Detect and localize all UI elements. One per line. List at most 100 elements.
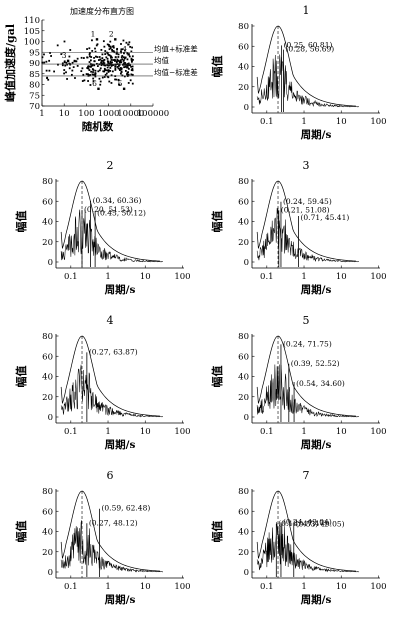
x-tick-label: 10 bbox=[140, 272, 151, 282]
scatter-point bbox=[63, 40, 66, 43]
scatter-point bbox=[101, 57, 104, 60]
scatter-point bbox=[69, 63, 72, 66]
scatter-point bbox=[118, 83, 121, 86]
scatter-point bbox=[99, 80, 102, 83]
y-tick-label: 40 bbox=[238, 373, 249, 383]
target-spectrum-curve bbox=[60, 335, 161, 417]
scatter-point bbox=[112, 59, 115, 61]
scatter-point bbox=[86, 67, 89, 69]
scatter-point bbox=[43, 53, 45, 56]
marked-point-label: 1 bbox=[91, 29, 96, 38]
y-tick-label: 100 bbox=[24, 38, 40, 48]
peak-annotation: (0.24, 49.04) bbox=[283, 517, 332, 526]
x-tick-label: 0.1 bbox=[260, 427, 274, 437]
scatter-point bbox=[92, 71, 94, 73]
scatter-point bbox=[100, 61, 102, 64]
scatter-point bbox=[121, 58, 124, 61]
scatter-point bbox=[91, 63, 94, 66]
scatter-point bbox=[114, 60, 116, 62]
scatter-point bbox=[45, 60, 48, 63]
y-axis-label: 幅值 bbox=[14, 211, 28, 233]
scatter-point bbox=[57, 63, 59, 66]
scatter-point bbox=[95, 44, 98, 47]
scatter-point bbox=[106, 51, 108, 54]
y-tick-label: 0 bbox=[48, 258, 53, 268]
marked-point-label: 3 bbox=[62, 51, 67, 60]
scatter-point bbox=[102, 59, 105, 62]
scatter-point bbox=[104, 53, 107, 55]
scatter-point bbox=[121, 74, 124, 77]
scatter-point bbox=[104, 73, 107, 76]
scatter-point bbox=[88, 69, 91, 71]
scatter-point bbox=[97, 70, 100, 73]
record-spectrum-line bbox=[256, 54, 360, 108]
scatter-point bbox=[63, 69, 66, 71]
peak-annotation: (0.39, 52.52) bbox=[291, 359, 340, 368]
y-tick-label: 40 bbox=[238, 528, 249, 538]
y-tick-label: 40 bbox=[238, 218, 249, 228]
scatter-point bbox=[87, 67, 90, 70]
y-tick-label: 80 bbox=[238, 332, 249, 342]
scatter-point bbox=[121, 48, 124, 51]
scatter-point bbox=[71, 61, 74, 64]
target-spectrum-curve bbox=[60, 490, 161, 572]
scatter-point bbox=[68, 67, 71, 70]
scatter-point bbox=[108, 54, 111, 57]
scatter-point bbox=[104, 64, 107, 67]
y-tick-label: 60 bbox=[238, 197, 249, 207]
scatter-point bbox=[107, 69, 110, 72]
scatter-point bbox=[112, 64, 114, 66]
scatter-point bbox=[130, 73, 133, 76]
scatter-point bbox=[93, 56, 95, 59]
scatter-point bbox=[120, 71, 123, 73]
scatter-point bbox=[105, 56, 108, 59]
scatter-point bbox=[131, 46, 133, 49]
x-tick-label: 100 bbox=[370, 582, 386, 592]
scatter-point bbox=[105, 72, 108, 75]
x-tick-label: 1 bbox=[301, 427, 306, 437]
scatter-point bbox=[94, 75, 97, 78]
y-tick-label: 20 bbox=[238, 83, 249, 93]
x-tick-label: 0.1 bbox=[260, 272, 274, 282]
scatter-point bbox=[108, 44, 110, 46]
scatter-point bbox=[60, 53, 63, 56]
scatter-point bbox=[120, 48, 123, 51]
scatter-point bbox=[87, 80, 89, 82]
y-tick-label: 60 bbox=[238, 42, 249, 52]
scatter-point bbox=[46, 76, 49, 79]
marked-point-label: 2 bbox=[109, 29, 114, 38]
scatter-point bbox=[112, 50, 115, 52]
x-tick-label: 100 bbox=[78, 109, 94, 119]
marked-point bbox=[126, 66, 129, 69]
record-spectrum-line bbox=[256, 364, 360, 418]
scatter-point bbox=[130, 58, 133, 61]
scatter-point bbox=[124, 70, 127, 72]
scatter-point bbox=[115, 52, 118, 55]
peak-annotation: (0.18, 47.47) bbox=[278, 519, 327, 528]
y-axis-label: 峰值加速度/gal bbox=[3, 24, 17, 102]
y-tick-label: 90 bbox=[29, 59, 40, 69]
scatter-point bbox=[115, 60, 118, 63]
y-tick-label: 80 bbox=[42, 177, 53, 187]
scatter-point bbox=[98, 77, 101, 80]
scatter-point bbox=[96, 56, 99, 58]
x-tick-label: 100 bbox=[174, 582, 190, 592]
scatter-point bbox=[45, 69, 48, 72]
scatter-point bbox=[114, 69, 117, 71]
scatter-point bbox=[119, 67, 122, 69]
y-tick-label: 60 bbox=[42, 507, 53, 517]
x-axis-label: 周期/s bbox=[301, 438, 332, 451]
scatter-point bbox=[82, 57, 85, 59]
scatter-point bbox=[107, 71, 110, 73]
x-tick-label: 1 bbox=[105, 427, 110, 437]
scatter-point bbox=[82, 73, 85, 76]
scatter-point bbox=[63, 61, 66, 64]
x-tick-label: 1000 bbox=[98, 109, 120, 119]
scatter-point bbox=[41, 61, 44, 64]
y-tick-label: 95 bbox=[29, 48, 40, 58]
scatter-point bbox=[110, 59, 113, 61]
scatter-point bbox=[119, 69, 121, 72]
